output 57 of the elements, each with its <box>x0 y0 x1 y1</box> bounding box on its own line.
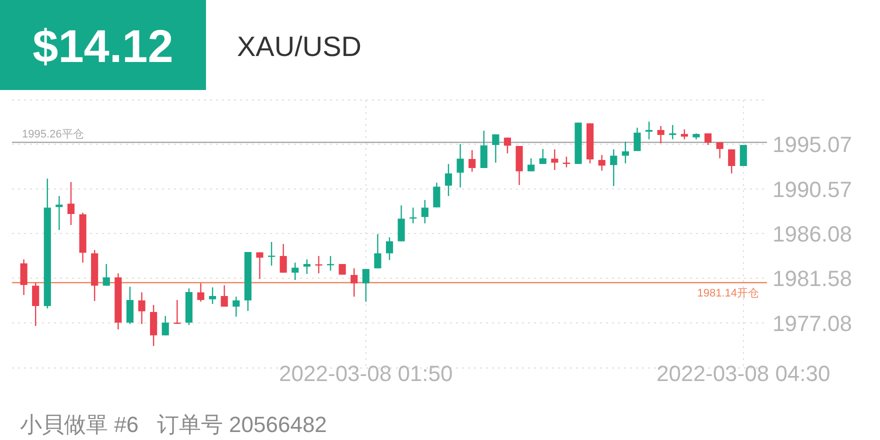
candlestick <box>232 296 240 318</box>
ref-line-label: 1981.14开仓 <box>697 288 759 300</box>
candlestick <box>292 262 299 281</box>
candlestick <box>150 304 158 347</box>
candlestick <box>220 284 228 308</box>
candlestick <box>162 315 169 336</box>
candlestick <box>680 128 688 140</box>
candlestick <box>528 158 535 172</box>
candlestick <box>504 137 512 154</box>
candlestick <box>492 134 500 164</box>
candlestick <box>126 286 134 325</box>
candlestick <box>280 243 287 274</box>
candlestick <box>468 149 476 172</box>
chart-title: XAU/USD <box>237 31 362 62</box>
candlestick <box>350 268 358 298</box>
candlestick <box>197 282 204 302</box>
ref-line-label: 1995.26平仓 <box>22 128 84 140</box>
candlestick <box>456 143 464 188</box>
candlestick <box>634 127 641 152</box>
candlestick <box>362 268 370 302</box>
candlestick <box>598 154 606 172</box>
candlestick <box>657 125 664 144</box>
x-tick-label: 2022-03-08 01:50 <box>279 361 453 386</box>
candlestick <box>67 181 75 226</box>
text: 小貝做單 #6 订单号 20566482 <box>20 412 327 437</box>
candlestick <box>209 286 216 305</box>
candlestick <box>268 241 276 266</box>
y-tick-label: 1981.58 <box>772 266 852 292</box>
candlestick <box>374 233 382 269</box>
candlestick <box>386 236 394 261</box>
candlestick <box>421 199 428 224</box>
x-tick-label: 2022-03-08 04:30 <box>656 361 830 386</box>
candlestick <box>174 299 181 325</box>
text: $14.12 <box>32 20 174 72</box>
candlestick <box>728 148 736 174</box>
candlestick <box>480 130 488 169</box>
y-tick-label: 1986.08 <box>772 221 852 246</box>
candlestick <box>56 195 63 231</box>
candlestick <box>433 182 440 208</box>
candlestick <box>539 148 546 165</box>
candlestick <box>622 141 629 164</box>
y-tick-label: 1990.57 <box>772 176 852 202</box>
candlestick <box>398 204 405 242</box>
candlestick <box>303 258 310 275</box>
candlestick <box>20 258 28 296</box>
candlestick <box>610 148 618 187</box>
y-tick-label: 1977.08 <box>772 310 852 336</box>
y-tick-label: 1995.07 <box>772 132 852 158</box>
candlestick <box>138 292 146 325</box>
candlestick <box>32 282 40 327</box>
candlestick <box>102 263 110 286</box>
candlestick <box>551 148 558 171</box>
candlestick <box>444 163 452 197</box>
candlestick <box>716 142 724 159</box>
candlestick <box>562 156 570 168</box>
candlestick <box>669 124 676 140</box>
candlestick <box>256 252 264 280</box>
